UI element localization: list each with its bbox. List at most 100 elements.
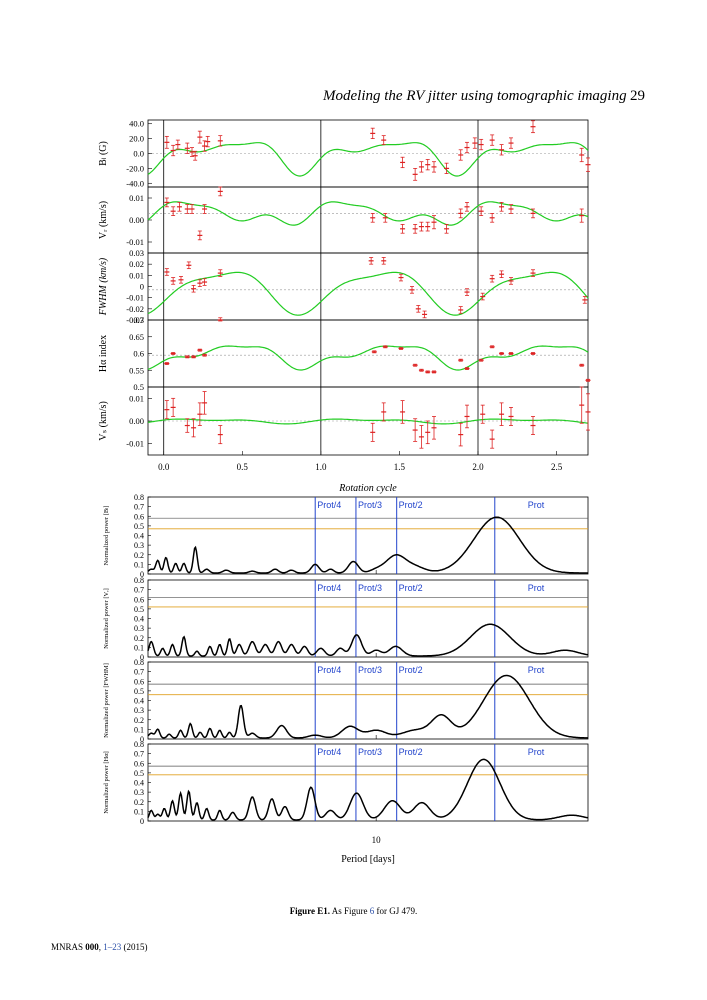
pg-ytick-label-1-1: 0.7 [134, 586, 144, 595]
ts-data-point-1-7 [217, 186, 223, 197]
ts-data-point-4-2 [184, 418, 190, 433]
ts-data-point-4-22 [585, 393, 591, 431]
pg-ytick-label-0-3: 0.5 [134, 522, 144, 531]
ts-data-point-3-9 [398, 347, 404, 350]
ts-ytick-label-0-0: 40.0 [129, 119, 144, 129]
pg-ytick-label-2-1: 0.7 [134, 668, 144, 677]
ts-data-point-0-23 [499, 144, 505, 156]
ts-data-point-1-9 [382, 212, 388, 223]
pg-ytick-label-0-4: 0.4 [134, 532, 144, 541]
ts-data-point-3-14 [458, 358, 464, 362]
ts-data-point-4-5 [202, 391, 208, 415]
pg-period-label-2-2: Prot/2 [399, 665, 423, 675]
pg-xtick-label-0: 10 [372, 835, 382, 845]
ts-ylabel-1: Vᵣ (km/s) [98, 201, 109, 239]
pg-ytick-label-0-5: 0.3 [134, 541, 144, 550]
ts-data-point-3-20 [530, 352, 536, 355]
ts-data-point-1-14 [431, 215, 437, 230]
ts-data-point-2-6 [202, 278, 208, 286]
ts-data-point-3-7 [371, 350, 377, 354]
ts-ytick-label-3-4: 0.5 [133, 382, 144, 392]
ts-data-point-1-1 [170, 206, 176, 217]
ts-data-point-2-7 [217, 269, 223, 277]
ts-ytick-label-1-2: -0.01 [126, 237, 144, 247]
ts-data-point-1-20 [499, 201, 505, 212]
ts-xtick-label-1: 0.5 [237, 462, 249, 472]
ts-data-point-0-24 [508, 137, 514, 149]
pg-ytick-label-0-1: 0.7 [134, 503, 144, 512]
ts-data-point-4-18 [499, 402, 505, 426]
ts-data-point-1-4 [189, 204, 195, 214]
ts-data-point-3-15 [464, 367, 470, 370]
ts-data-point-2-18 [489, 274, 495, 283]
ts-data-point-2-1 [170, 277, 176, 285]
ts-data-point-0-27 [585, 157, 591, 172]
caption-figure-link[interactable]: 6 [369, 906, 375, 916]
pg-ylabel-2: Normalized power [FWHM] [103, 663, 110, 738]
pg-period-label-3-2: Prot/2 [399, 747, 423, 757]
ts-data-point-0-8 [205, 135, 211, 148]
ts-ytick-label-0-1: 20.0 [129, 134, 144, 144]
ts-ytick-label-0-4: -40.0 [126, 178, 144, 188]
ts-data-point-3-21 [579, 363, 585, 367]
ts-ylabel-3: Hα index [98, 335, 109, 372]
ts-ytick-label-3-2: 0.6 [133, 349, 144, 359]
ts-data-point-0-12 [400, 156, 406, 169]
page-footer: MNRAS 000, 1–23 (2015) [51, 942, 148, 952]
ts-data-point-1-17 [464, 201, 470, 212]
ts-data-point-0-14 [418, 161, 424, 173]
ts-data-point-2-2 [178, 276, 184, 284]
ts-panel-frame-2 [147, 252, 589, 321]
pg-period-label-2-1: Prot/3 [358, 665, 382, 675]
ts-data-point-4-13 [431, 416, 437, 440]
ts-data-point-3-19 [508, 352, 514, 355]
ts-ytick-label-1-0: 0.01 [129, 193, 144, 203]
pg-period-label-2-3: Prot [528, 665, 545, 675]
pg-period-label-1-2: Prot/2 [399, 583, 423, 593]
ts-panel-frame-3 [147, 319, 589, 388]
ts-ytick-label-3-1: 0.65 [129, 332, 144, 342]
ts-data-point-4-11 [418, 425, 424, 449]
ts-data-point-4-1 [170, 397, 176, 417]
ts-data-point-1-23 [579, 208, 585, 223]
ts-data-point-0-26 [579, 147, 585, 163]
ts-data-point-2-20 [508, 277, 514, 285]
ts-data-point-0-22 [489, 134, 495, 146]
ts-data-point-0-4 [189, 147, 195, 157]
pg-ytick-label-3-1: 0.7 [134, 750, 144, 759]
ts-data-point-2-10 [381, 257, 387, 265]
ts-data-point-1-16 [458, 208, 464, 219]
footer-pages-link[interactable]: 1–23 [103, 942, 122, 952]
ts-data-point-3-10 [412, 363, 418, 367]
ts-ytick-label-2-4: -0.01 [126, 293, 144, 303]
pg-ytick-label-2-0: 0.8 [134, 658, 144, 667]
figure-e1: 40.020.00.0-20.0-40.0Bₗ (G)0.010.00-0.01… [98, 119, 591, 865]
pg-period-label-1-1: Prot/3 [358, 583, 382, 593]
ts-data-point-1-21 [508, 204, 514, 214]
footer-journal: MNRAS [51, 942, 86, 952]
pg-ytick-label-3-0: 0.8 [134, 740, 144, 749]
ts-data-point-4-12 [425, 420, 431, 445]
running-title: Modeling the RV jitter using tomographic… [323, 88, 627, 104]
pg-ytick-label-3-7: 0.1 [134, 807, 144, 816]
pg-ytick-label-2-5: 0.3 [134, 706, 144, 715]
pg-period-label-3-1: Prot/3 [358, 747, 382, 757]
ts-data-point-0-5 [192, 150, 198, 161]
pg-ytick-label-0-2: 0.6 [134, 512, 144, 521]
ts-data-point-1-8 [370, 212, 376, 223]
pg-ytick-label-2-4: 0.4 [134, 697, 144, 706]
caption-text-after: for GJ 479. [374, 906, 418, 916]
pg-ytick-label-1-6: 0.2 [134, 634, 144, 643]
ts-data-point-1-12 [418, 221, 424, 232]
ts-data-point-2-11 [398, 273, 404, 282]
ts-data-point-4-6 [217, 425, 223, 445]
pg-ylabel-1: Normalized power [Vᵣ] [103, 588, 110, 649]
ts-model-curve-0 [147, 142, 589, 177]
ts-data-point-4-14 [458, 422, 464, 447]
ts-xtick-label-0: 0.0 [158, 462, 170, 472]
ts-data-point-4-20 [530, 416, 536, 436]
ts-model-curve-4 [147, 418, 589, 425]
pg-ytick-label-3-3: 0.5 [134, 769, 144, 778]
ts-data-point-0-25 [530, 120, 536, 134]
ts-xlabel: Rotation cycle [338, 483, 397, 494]
